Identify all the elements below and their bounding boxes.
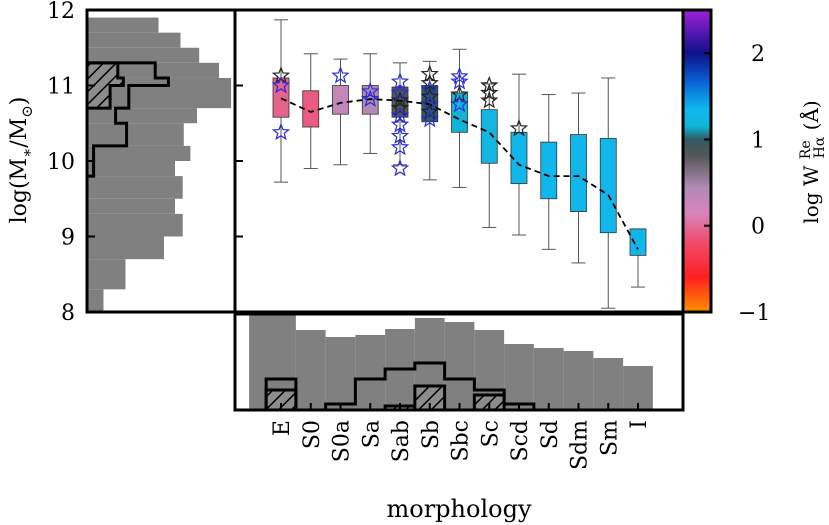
star-marker (450, 94, 469, 113)
left-hist-bar (87, 62, 219, 78)
colorbar: −1 0 1 2 (681, 8, 770, 326)
left-hist-outline (87, 61, 170, 178)
y-axis-label: log(M∗/M⊙) (7, 97, 36, 224)
box (540, 141, 558, 200)
left-hist-bar (87, 176, 183, 199)
x-tick-label: E (270, 420, 295, 436)
star-marker (450, 66, 469, 85)
bottom-hist-bar (504, 344, 534, 410)
bottom-hist-bar (444, 322, 475, 410)
left-hist-bar (87, 123, 184, 146)
left-hist-bar (87, 213, 183, 237)
star-marker (420, 87, 439, 105)
x-axis-label: morphology (387, 495, 532, 523)
x-tick-label: I (627, 420, 652, 429)
left-hist-bar (87, 259, 126, 290)
colorbar-tick-label: 2 (751, 42, 765, 67)
box (480, 109, 498, 164)
bottom-hist-bar (623, 366, 653, 410)
star-marker (390, 98, 410, 116)
star-marker (271, 122, 291, 141)
y-tick-label: 10 (47, 150, 75, 175)
bottom-histogram: E S0 S0a Sa Sab Sb Sbc Sc Scd Sd Sdm Sm I (233, 312, 685, 470)
bottom-hist-bar (593, 358, 624, 410)
box (272, 77, 290, 118)
y-tick-label: 12 (47, 0, 75, 24)
colorbar-tick-label: 0 (751, 215, 765, 240)
star-marker (271, 75, 291, 94)
bottom-hist-bar (563, 351, 594, 410)
star-marker (331, 65, 350, 84)
colorbar-tick-label: 1 (751, 128, 765, 153)
bottom-hist-bar (533, 348, 564, 410)
main-plot (233, 8, 685, 314)
y-tick-label: 11 (47, 75, 75, 100)
x-tick-label: S0a (330, 420, 355, 462)
star-marker (420, 73, 439, 92)
bottom-hist-bar (295, 330, 326, 410)
left-hist-bar (87, 47, 200, 63)
star-marker (390, 158, 410, 177)
y-tick-label: 9 (61, 226, 75, 251)
left-hist-bar (87, 145, 191, 161)
star-marker (420, 109, 439, 128)
left-hist-bar (87, 77, 232, 86)
left-hist-bar (87, 198, 175, 214)
box (302, 90, 320, 128)
star-marker (420, 79, 439, 98)
left-hist-hatched-outline (87, 61, 125, 110)
x-tick-label: Sm (597, 420, 622, 456)
x-tick-label: Sc (478, 420, 503, 447)
left-hist-bar (87, 236, 164, 260)
x-tick-label: Sab (389, 420, 414, 462)
box (570, 134, 587, 212)
star-marker (420, 64, 439, 83)
box (599, 137, 617, 234)
left-hist-bar (87, 17, 159, 33)
left-hist-bar (87, 85, 232, 109)
star-marker (480, 83, 499, 101)
left-hist-hatched-bar (87, 85, 111, 109)
box (451, 92, 468, 133)
colorbar-tick-label: −1 (738, 301, 770, 326)
median-line (280, 97, 639, 250)
left-hist-bar (87, 289, 104, 312)
x-tick-label: Sa (359, 420, 384, 448)
star-marker (420, 94, 439, 113)
bottom-hist-bar (355, 335, 386, 410)
left-hist-bar (87, 32, 181, 48)
star-marker (361, 89, 380, 107)
x-tick-label: Sd (538, 420, 563, 449)
star-marker (509, 118, 529, 137)
star-marker (390, 106, 410, 124)
bottom-hist-bar (325, 337, 356, 410)
x-tick-label: S0 (300, 420, 325, 449)
star-marker (361, 81, 380, 100)
star-marker (390, 90, 410, 109)
box (629, 228, 647, 256)
star-marker (390, 137, 410, 156)
left-hist-hatched-bar (87, 77, 124, 86)
left-hist-bar (87, 161, 175, 177)
star-marker (420, 102, 439, 120)
left-hist-hatched-bar (87, 62, 118, 78)
star-marker (480, 75, 499, 94)
x-tick-label: Scd (508, 420, 533, 461)
x-tick-label: Sdm (568, 420, 593, 470)
left-histogram: 8 9 10 11 12 (47, 0, 237, 326)
x-tick-label: Sbc (449, 420, 474, 461)
box (332, 85, 349, 115)
star-marker (390, 83, 410, 101)
y-tick-label: 8 (61, 301, 75, 326)
star-marker (480, 90, 499, 109)
colorbar-label: log W ReHα (Å) (798, 100, 828, 223)
colorbar-gradient (681, 8, 713, 314)
x-tick-label: Sb (419, 420, 444, 449)
left-hist-bar (87, 108, 197, 124)
